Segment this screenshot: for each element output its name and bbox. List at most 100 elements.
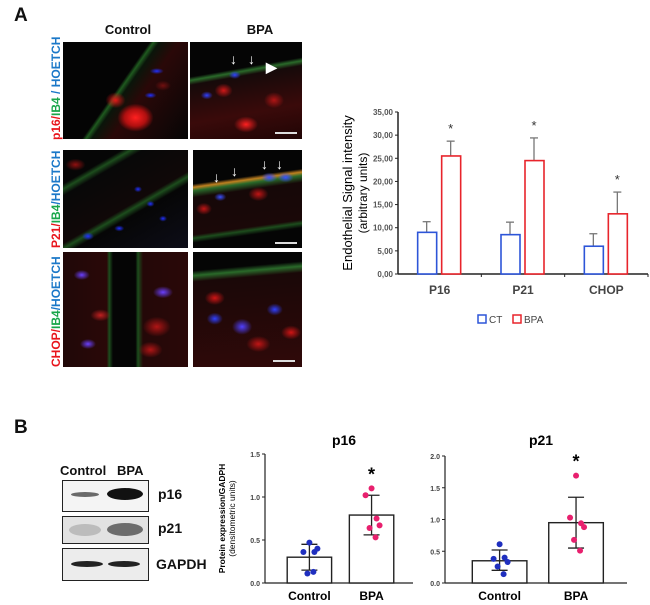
- p16-protein-chart: p16 0.0 0.5 1.0 1.5 Protein expression/GADPH(…: [217, 432, 413, 603]
- y-tick-label: 35,00: [373, 108, 394, 117]
- data-point-control: [314, 545, 321, 552]
- micrograph-p16-control: [63, 42, 188, 139]
- y-tick-label: 15,00: [373, 201, 394, 210]
- y-tick-label: 1.0: [430, 518, 440, 525]
- significance-marker: *: [573, 452, 580, 472]
- bar-ct: [583, 245, 605, 275]
- data-point-control: [310, 568, 317, 575]
- row-label-part: / HOETCH: [49, 36, 63, 98]
- y-tick-label: 0.5: [430, 549, 440, 556]
- data-point-bpa: [373, 515, 380, 522]
- legend-swatch-ct: [477, 314, 487, 324]
- row-label-part: /HOETCH: [49, 150, 63, 205]
- row-label-part: IB4: [49, 204, 63, 224]
- y-tick-label: 25,00: [373, 154, 394, 163]
- y-tick-label: 2.0: [430, 454, 440, 461]
- data-point-bpa: [571, 536, 578, 543]
- micrograph-p16-bpa: ↓ ↓ ▶: [190, 42, 302, 139]
- blot-label-p16: p16: [158, 486, 183, 502]
- data-point-bpa: [577, 547, 584, 554]
- data-point-bpa: [362, 492, 369, 499]
- y-axis-label-units: (arbitrary units): [356, 153, 370, 234]
- data-point-bpa: [368, 485, 375, 492]
- scale-bar: [275, 132, 297, 134]
- y-tick-label: 5,00: [377, 247, 393, 256]
- data-point-bpa: [567, 514, 574, 521]
- western-blot-gapdh: [62, 548, 149, 581]
- bar-ct: [416, 231, 438, 275]
- significance-marker: *: [448, 121, 453, 136]
- category-label: Control: [288, 589, 331, 603]
- arrow-icon: ↓: [231, 163, 238, 179]
- blot-column-control: Control: [60, 463, 107, 478]
- y-tick-label: 0.0: [250, 581, 260, 588]
- row-label-part: /: [49, 223, 63, 227]
- micrograph-p21-control: [63, 150, 188, 248]
- row-label-part: IB4: [49, 310, 63, 329]
- arrow-icon: ↓: [276, 156, 283, 172]
- category-label: BPA: [564, 589, 589, 603]
- arrow-icon: ↓: [230, 51, 237, 67]
- y-tick-label: 0.5: [250, 538, 260, 545]
- y-tick-label: 10,00: [373, 224, 394, 233]
- category-label: CHOP: [589, 283, 624, 297]
- blot-label-p21: p21: [158, 520, 183, 536]
- row-label-part: CHOP: [49, 332, 63, 367]
- chart-title: p21: [529, 432, 553, 448]
- row-label-part: /: [49, 115, 63, 120]
- data-point-bpa: [372, 534, 379, 541]
- arrow-icon: ↓: [261, 156, 268, 172]
- row-label-part: /: [49, 328, 63, 333]
- significance-marker: *: [531, 118, 536, 133]
- scale-bar: [273, 360, 295, 362]
- row-label-2: CHOP/IB4/HOETCH: [49, 256, 63, 367]
- column-header-bpa: BPA: [246, 22, 274, 37]
- category-label: BPA: [359, 589, 384, 603]
- arrowhead-icon: ▶: [266, 59, 277, 75]
- bar-ct: [500, 233, 521, 275]
- arrow-icon: ↓: [248, 51, 255, 67]
- y-tick-label: 1.0: [250, 495, 260, 502]
- panel-a-letter: A: [14, 5, 28, 26]
- legend-swatch-bpa: [512, 314, 522, 324]
- data-point-bpa: [376, 522, 383, 529]
- data-point-control: [496, 541, 503, 548]
- row-label-1: P21/IB4/HOETCH: [49, 151, 63, 248]
- bar-bpa: [440, 155, 462, 275]
- data-point-bpa: [581, 524, 588, 531]
- category-label: Control: [478, 589, 521, 603]
- data-point-control: [490, 555, 497, 562]
- scale-bar: [275, 242, 297, 244]
- blot-label-gapdh: GAPDH: [156, 556, 207, 572]
- y-axis-label: Protein expression/GADPH: [217, 464, 227, 574]
- data-point-control: [504, 559, 511, 566]
- significance-marker: *: [368, 464, 375, 484]
- micrograph-p21-bpa: ↓ ↓ ↓ ↓: [193, 150, 302, 248]
- y-tick-label: 0,00: [377, 270, 393, 279]
- blot-column-bpa: BPA: [117, 463, 144, 478]
- y-tick-label: 0.0: [430, 581, 440, 588]
- data-point-control: [501, 554, 508, 561]
- category-label: P16: [429, 283, 451, 297]
- row-label-part: IB4: [49, 97, 63, 116]
- row-label-0: p16/IB4 / HOETCH: [49, 37, 63, 140]
- micrograph-chop-bpa: [193, 252, 302, 367]
- p21-protein-chart: p21 0.0 0.5 1.0 1.5 2.0 Control BPA *: [430, 432, 627, 603]
- chart-title: p16: [332, 432, 356, 448]
- data-point-control: [494, 563, 501, 570]
- endothelial-signal-bar-chart: 0,00 5,00 10,00 15,00 20,00 25,00 30,00 35,00 En…: [340, 108, 649, 326]
- category-label: P21: [512, 283, 534, 297]
- y-tick-label: 1.5: [250, 452, 260, 459]
- row-label-part: P21: [49, 226, 63, 248]
- micrograph-chop-control: [63, 252, 188, 367]
- legend-label-ct: CT: [489, 315, 502, 326]
- bar-bpa: [524, 159, 545, 275]
- y-axis-label-units: (densitometric units): [227, 480, 237, 557]
- legend-label-bpa: BPA: [524, 315, 544, 326]
- data-point-control: [304, 570, 311, 577]
- y-tick-label: 30,00: [373, 131, 394, 140]
- western-blot-p16: [62, 480, 149, 512]
- data-point-control: [306, 539, 313, 546]
- panel-b-letter: B: [14, 417, 28, 438]
- data-point-control: [300, 549, 307, 556]
